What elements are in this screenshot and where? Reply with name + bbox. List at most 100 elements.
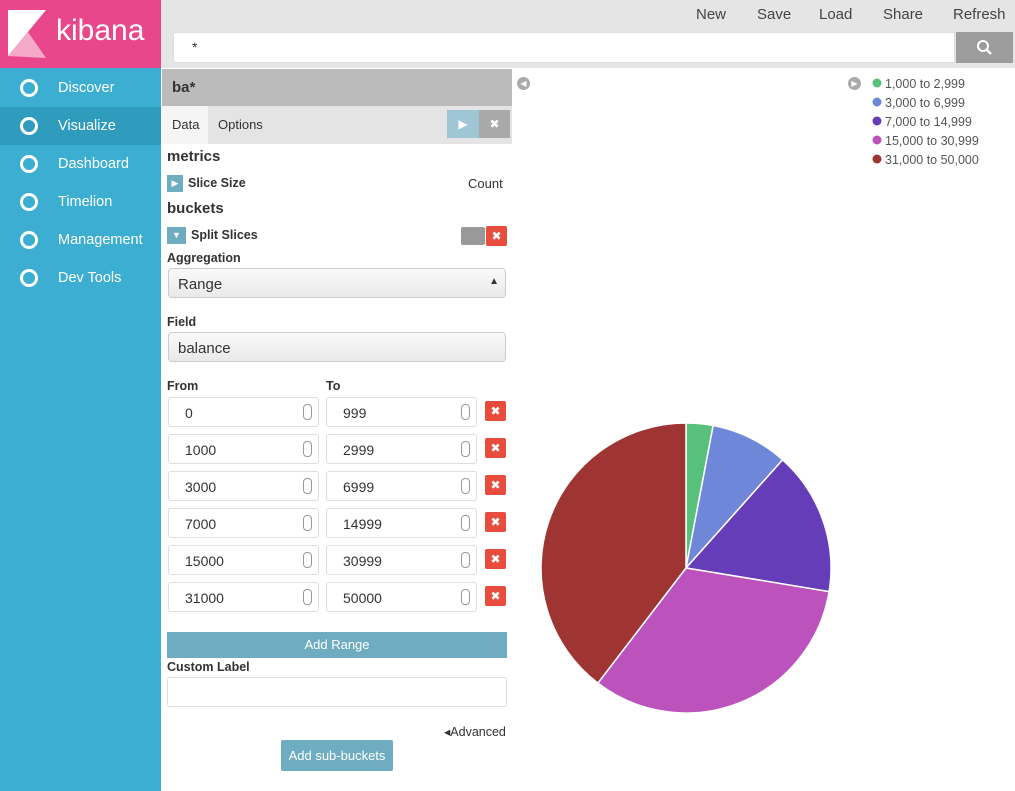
input-value: 15000 (185, 553, 224, 569)
search-icon (977, 40, 992, 55)
nav-label: Visualize (58, 118, 116, 134)
add-sub-buckets-button[interactable]: Add sub-buckets (281, 740, 393, 771)
metric-value: Count (468, 176, 503, 191)
input-value: 1000 (185, 442, 217, 458)
number-input[interactable]: 31000 (168, 582, 319, 612)
remove-bucket[interactable]: ✖ (486, 226, 507, 246)
nav-label: Dashboard (58, 156, 129, 172)
input-value: 6999 (343, 479, 375, 495)
remove-range[interactable]: ✖ (485, 549, 506, 569)
nav-label: Dev Tools (58, 270, 122, 286)
remove-range[interactable]: ✖ (485, 475, 506, 495)
nav-item[interactable]: Dev Tools (0, 259, 161, 297)
number-input[interactable]: 6999 (326, 471, 477, 501)
field-label: To (326, 379, 341, 393)
tab[interactable]: Options (218, 117, 263, 132)
select-value: Range (178, 276, 223, 293)
nav-item[interactable]: Visualize (0, 107, 161, 145)
menu-item[interactable]: New (696, 6, 727, 23)
custom-label-input[interactable] (167, 677, 507, 707)
number-input[interactable]: 7000 (168, 508, 319, 538)
spinner (303, 515, 312, 531)
nav-item[interactable]: Discover (0, 69, 161, 107)
number-input[interactable]: 2999 (326, 434, 477, 464)
legend-label[interactable]: 31,000 to 50,000 (885, 153, 979, 167)
spinner (461, 441, 470, 457)
menu-item[interactable]: Save (757, 6, 792, 23)
menu-item[interactable]: Share (883, 6, 924, 23)
nav-icon (20, 231, 38, 249)
remove-range[interactable]: ✖ (485, 401, 506, 421)
spinner (303, 478, 312, 494)
field-label: Custom Label (167, 660, 250, 674)
pie-slice[interactable] (540, 422, 687, 685)
input-value: 2999 (343, 442, 375, 458)
legend-label[interactable]: 15,000 to 30,999 (885, 134, 979, 148)
number-input[interactable]: 0 (168, 397, 319, 427)
nav-icon (20, 117, 38, 135)
nav-icon (20, 155, 38, 173)
pie-slice[interactable] (596, 567, 830, 714)
remove-range[interactable]: ✖ (485, 512, 506, 532)
collapse-panel[interactable]: ◀ (517, 77, 530, 90)
spinner (303, 552, 312, 568)
number-input[interactable]: 999 (326, 397, 477, 427)
nav-icon (20, 269, 38, 287)
add-range-button[interactable]: Add Range (167, 632, 507, 658)
number-input[interactable]: 50000 (326, 582, 477, 612)
pie-slice[interactable] (684, 458, 832, 593)
field-label: Field (167, 315, 197, 329)
index-pattern: ba* (162, 69, 512, 106)
legend-toggle[interactable]: ▶ (848, 77, 861, 90)
search-button[interactable] (956, 32, 1013, 63)
bucket-label: Split Slices (191, 228, 258, 242)
tab[interactable]: Data (162, 106, 208, 144)
toggle-button[interactable] (461, 227, 485, 245)
brand: kibana (56, 14, 145, 47)
legend-swatch (872, 78, 882, 88)
legend-swatch (872, 154, 882, 164)
aggregation-select[interactable]: Range ▲ (168, 268, 506, 298)
input-value: 50000 (343, 590, 382, 606)
spinner (461, 515, 470, 531)
expand-toggle[interactable]: ▶ (167, 175, 183, 192)
advanced-link[interactable]: ◂Advanced (444, 725, 506, 739)
nav-icon (20, 193, 38, 211)
remove-range[interactable]: ✖ (485, 438, 506, 458)
apply-button[interactable]: ▶ (447, 110, 479, 138)
field-label: Aggregation (167, 251, 241, 265)
nav-item[interactable]: Dashboard (0, 145, 161, 183)
spinner (303, 441, 312, 457)
legend-swatch (872, 135, 882, 145)
discard-button[interactable]: ✖ (479, 110, 510, 138)
spinner (303, 404, 312, 420)
legend-label[interactable]: 1,000 to 2,999 (885, 77, 965, 91)
input-value: 14999 (343, 516, 382, 532)
query-input[interactable]: * (173, 32, 955, 63)
field-select[interactable]: balance (168, 332, 506, 362)
remove-range[interactable]: ✖ (485, 586, 506, 606)
number-input[interactable]: 15000 (168, 545, 319, 575)
legend-label[interactable]: 3,000 to 6,999 (885, 96, 965, 110)
menu-item[interactable]: Load (819, 6, 853, 23)
number-input[interactable]: 30999 (326, 545, 477, 575)
nav-label: Discover (58, 80, 115, 96)
section-title: metrics (167, 148, 221, 165)
input-value: 3000 (185, 479, 217, 495)
menu-item[interactable]: Refresh (953, 6, 1006, 23)
input-value: 31000 (185, 590, 224, 606)
nav-item[interactable]: Management (0, 221, 161, 259)
legend-label[interactable]: 7,000 to 14,999 (885, 115, 972, 129)
advanced-text: Advanced (450, 725, 506, 739)
metric-label: Slice Size (188, 176, 246, 190)
spinner (461, 404, 470, 420)
field-label: From (167, 379, 199, 393)
query-text: * (192, 39, 198, 55)
number-input[interactable]: 3000 (168, 471, 319, 501)
number-input[interactable]: 1000 (168, 434, 319, 464)
collapse-toggle[interactable]: ▼ (167, 227, 186, 244)
input-value: 7000 (185, 516, 217, 532)
nav-item[interactable]: Timelion (0, 183, 161, 221)
number-input[interactable]: 14999 (326, 508, 477, 538)
